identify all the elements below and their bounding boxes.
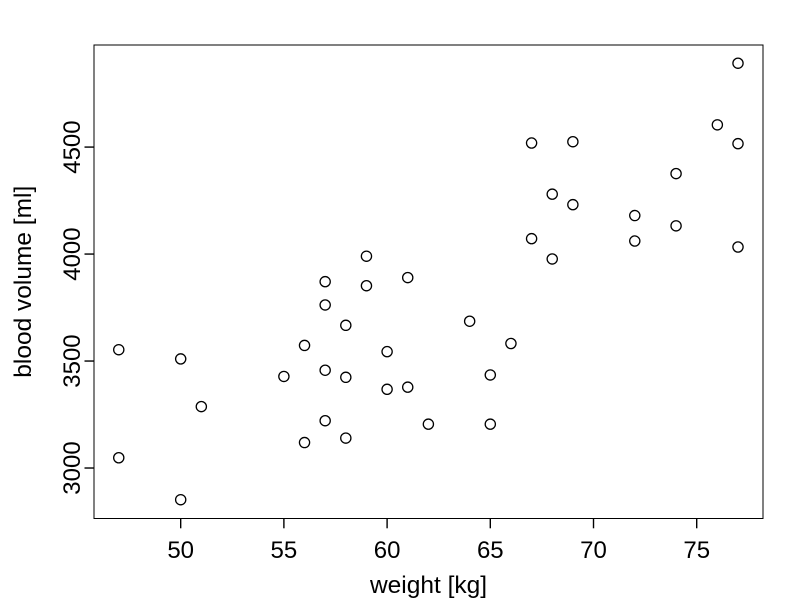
svg-text:55: 55 (271, 537, 298, 564)
svg-text:50: 50 (167, 537, 194, 564)
svg-text:blood volume [ml]: blood volume [ml] (10, 186, 37, 378)
svg-text:3500: 3500 (59, 334, 86, 387)
svg-text:3000: 3000 (59, 441, 86, 494)
svg-text:weight [kg]: weight [kg] (369, 572, 487, 599)
svg-text:70: 70 (580, 537, 607, 564)
svg-text:4500: 4500 (59, 120, 86, 173)
svg-text:75: 75 (683, 537, 710, 564)
svg-text:60: 60 (374, 537, 401, 564)
svg-text:4000: 4000 (59, 227, 86, 280)
svg-text:65: 65 (477, 537, 504, 564)
